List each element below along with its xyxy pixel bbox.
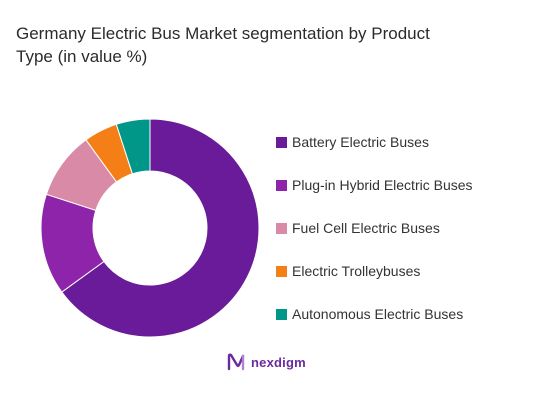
nexdigm-logo-icon (227, 353, 245, 371)
legend-label: Fuel Cell Electric Buses (292, 220, 440, 236)
legend-label: Electric Trolleybuses (292, 263, 421, 279)
legend-swatch (276, 137, 287, 148)
legend-swatch (276, 266, 287, 277)
chart-title: Germany Electric Bus Market segmentation… (16, 22, 536, 68)
chart-title-line-1: Germany Electric Bus Market segmentation… (16, 24, 430, 43)
donut-chart (40, 118, 260, 338)
donut-slice-battery-electric-buses (61, 118, 260, 338)
donut-slice-autonomous-electric-buses (115, 118, 151, 175)
legend-swatch (276, 309, 287, 320)
legend-label: Autonomous Electric Buses (292, 306, 464, 322)
chart-title-line-2: Type (in value %) (16, 47, 148, 66)
legend-swatch (276, 223, 287, 234)
legend-label: Battery Electric Buses (292, 134, 429, 150)
brand-logo: nexdigm (227, 351, 306, 373)
brand-name: nexdigm (251, 354, 306, 370)
legend-label: Plug-in Hybrid Electric Buses (292, 177, 473, 193)
legend-swatch (276, 180, 287, 191)
